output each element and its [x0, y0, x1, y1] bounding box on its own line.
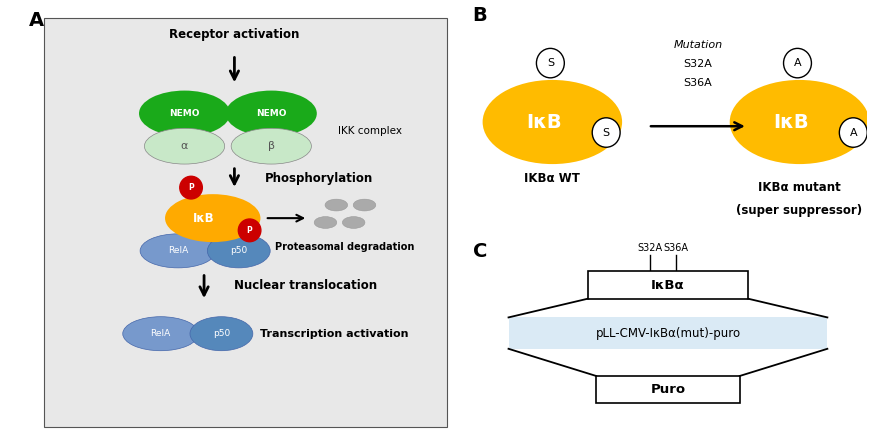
Text: Puro: Puro [650, 383, 686, 396]
Text: IKK complex: IKK complex [338, 126, 402, 136]
FancyBboxPatch shape [508, 317, 827, 349]
Text: A: A [850, 128, 857, 138]
Text: α: α [180, 141, 188, 151]
Text: IκB: IκB [526, 113, 562, 132]
Circle shape [592, 118, 620, 147]
Ellipse shape [140, 234, 216, 268]
Ellipse shape [343, 217, 365, 228]
Text: B: B [473, 6, 487, 25]
Text: Phosphorylation: Phosphorylation [265, 172, 373, 186]
Ellipse shape [145, 128, 224, 164]
Ellipse shape [123, 317, 199, 351]
Text: Nuclear translocation: Nuclear translocation [235, 279, 378, 292]
Text: IκB: IκB [194, 212, 215, 225]
Circle shape [536, 49, 564, 78]
Text: S32A: S32A [638, 243, 662, 253]
Text: C: C [473, 242, 487, 261]
Text: Mutation: Mutation [674, 40, 723, 50]
Text: IKBα mutant: IKBα mutant [758, 181, 841, 194]
Text: S32A: S32A [683, 60, 712, 69]
Text: Receptor activation: Receptor activation [169, 28, 300, 41]
Circle shape [783, 49, 811, 78]
Text: p50: p50 [213, 329, 230, 338]
Ellipse shape [231, 128, 311, 164]
Text: NEMO: NEMO [169, 109, 200, 118]
FancyBboxPatch shape [597, 376, 739, 403]
Ellipse shape [483, 80, 622, 164]
Text: A: A [794, 58, 802, 68]
Text: A: A [28, 11, 44, 30]
Text: P: P [188, 183, 194, 192]
Text: Proteasomal degradation: Proteasomal degradation [275, 242, 414, 252]
Text: P: P [247, 226, 252, 235]
Ellipse shape [139, 91, 230, 136]
Ellipse shape [325, 199, 348, 211]
Text: NEMO: NEMO [256, 109, 286, 118]
Text: S36A: S36A [683, 78, 712, 89]
Ellipse shape [226, 91, 317, 136]
Text: (super suppressor): (super suppressor) [737, 204, 863, 217]
Text: S: S [547, 58, 554, 68]
Text: S36A: S36A [663, 243, 689, 253]
Text: IκBα: IκBα [651, 279, 685, 291]
FancyBboxPatch shape [589, 271, 748, 299]
Text: RelA: RelA [168, 247, 188, 255]
FancyBboxPatch shape [44, 17, 447, 428]
Ellipse shape [165, 194, 260, 242]
Circle shape [839, 118, 867, 147]
Text: S: S [603, 128, 610, 138]
Text: p50: p50 [230, 247, 247, 255]
Text: IKBα WT: IKBα WT [525, 172, 580, 185]
Ellipse shape [730, 80, 869, 164]
Text: Transcription activation: Transcription activation [260, 329, 409, 339]
Ellipse shape [314, 217, 336, 228]
Ellipse shape [208, 234, 270, 268]
Text: IκB: IκB [774, 113, 809, 132]
Text: pLL-CMV-IκBα(mut)-puro: pLL-CMV-IκBα(mut)-puro [596, 327, 740, 340]
Text: β: β [268, 141, 275, 151]
Circle shape [180, 176, 202, 199]
Circle shape [238, 219, 261, 242]
Ellipse shape [190, 317, 253, 351]
Ellipse shape [353, 199, 376, 211]
Text: RelA: RelA [151, 329, 171, 338]
